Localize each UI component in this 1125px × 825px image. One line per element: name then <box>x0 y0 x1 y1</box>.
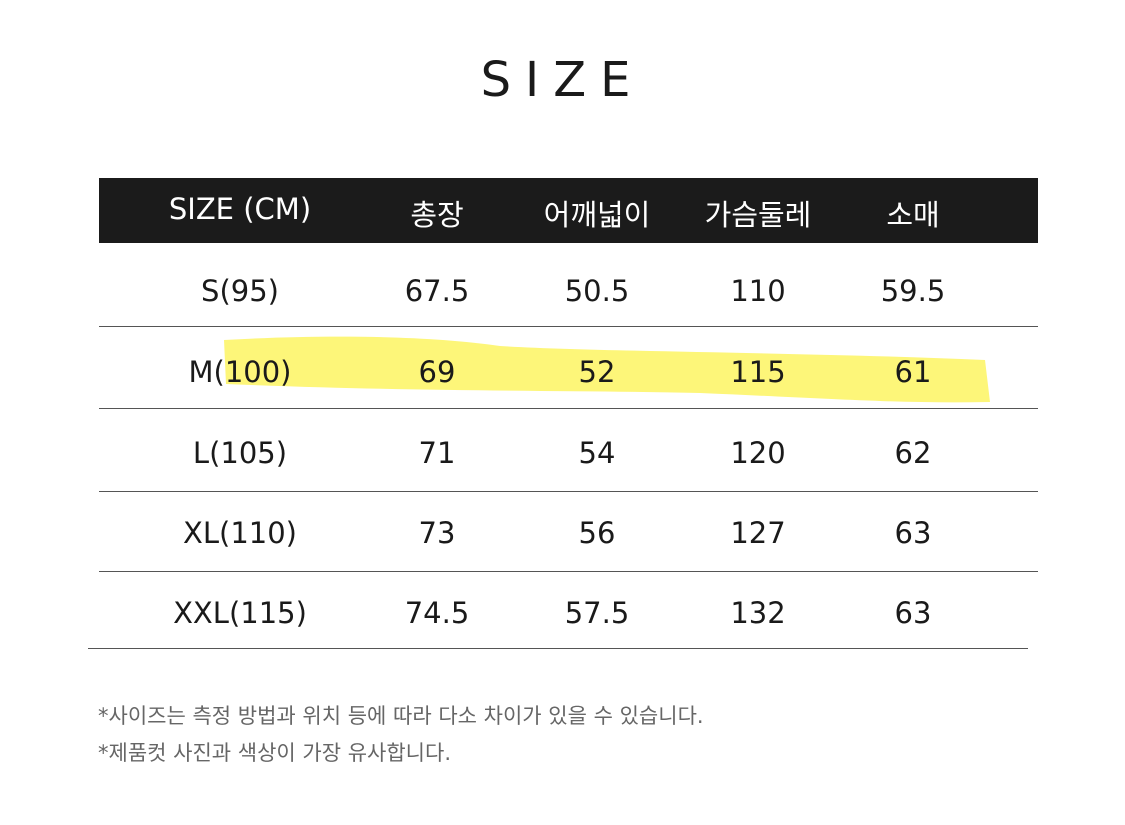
table-cell: 57.5 <box>564 596 630 630</box>
table-cell: S(95) <box>201 274 279 308</box>
row-divider <box>99 326 1038 327</box>
table-row: S(95) 67.5 50.5 110 59.5 <box>99 252 1038 332</box>
table-cell: L(105) <box>192 436 288 470</box>
note-size-variance: *사이즈는 측정 방법과 위치 등에 따라 다소 차이가 있을 수 있습니다. <box>98 704 704 728</box>
table-cell: 67.5 <box>404 274 470 308</box>
table-cell: 50.5 <box>564 274 630 308</box>
table-cell: 54 <box>578 436 616 470</box>
table-cell: 127 <box>730 516 786 550</box>
header-total-length: 총장 <box>410 198 464 232</box>
table-cell: 110 <box>730 274 786 308</box>
table-cell: 73 <box>418 516 456 550</box>
table-row: XXL(115) 74.5 57.5 132 63 <box>99 574 1038 654</box>
table-cell: 56 <box>578 516 616 550</box>
table-cell: 63 <box>894 516 932 550</box>
note-color: *제품컷 사진과 색상이 가장 유사합니다. <box>98 741 451 765</box>
table-cell: 120 <box>730 436 786 470</box>
table-cell: 132 <box>730 596 786 630</box>
table-cell: 62 <box>894 436 932 470</box>
table-cell: 69 <box>418 355 456 389</box>
row-divider <box>99 491 1038 492</box>
table-row: L(105) 71 54 120 62 <box>99 414 1038 494</box>
table-cell: 74.5 <box>404 596 470 630</box>
table-row: M(100) 69 52 115 61 <box>99 333 1038 413</box>
table-cell: 71 <box>418 436 456 470</box>
table-row: XL(110) 73 56 127 63 <box>99 494 1038 574</box>
header-sleeve: 소매 <box>886 198 940 232</box>
header-chest: 가슴둘레 <box>704 198 812 232</box>
table-cell: 115 <box>730 355 786 389</box>
table-cell: 61 <box>894 355 932 389</box>
table-header: SIZE (CM) 총장 어깨넓이 가슴둘레 소매 <box>99 178 1038 243</box>
table-cell: 59.5 <box>880 274 946 308</box>
header-size: SIZE (CM) <box>168 192 312 226</box>
row-divider <box>99 408 1038 409</box>
table-cell: M(100) <box>188 355 292 389</box>
table-cell: XXL(115) <box>173 596 307 630</box>
table-cell: 52 <box>578 355 616 389</box>
table-cell: 63 <box>894 596 932 630</box>
page-title: SIZE <box>480 52 645 108</box>
header-shoulder-width: 어깨넓이 <box>543 198 651 232</box>
row-divider <box>99 571 1038 572</box>
table-cell: XL(110) <box>182 516 298 550</box>
row-divider <box>88 648 1028 649</box>
